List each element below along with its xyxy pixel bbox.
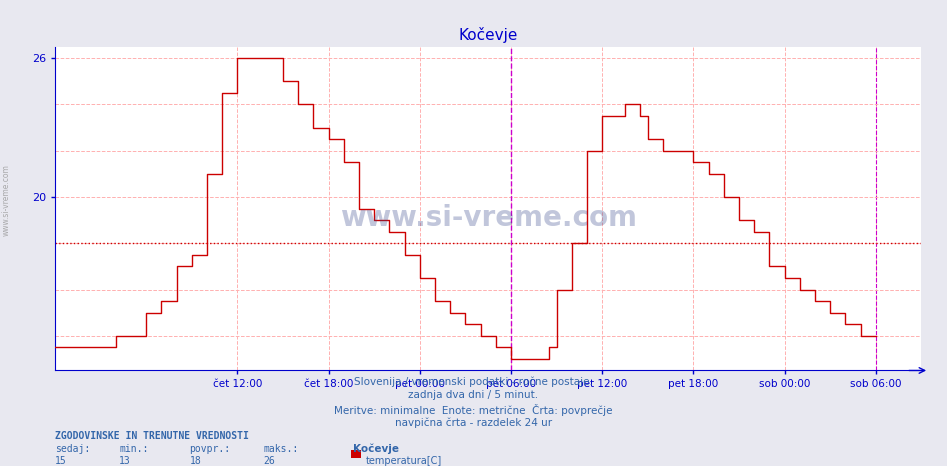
Text: www.si-vreme.com: www.si-vreme.com: [340, 204, 636, 232]
Text: ZGODOVINSKE IN TRENUTNE VREDNOSTI: ZGODOVINSKE IN TRENUTNE VREDNOSTI: [55, 431, 249, 441]
Text: 13: 13: [119, 456, 131, 466]
Text: navpična črta - razdelek 24 ur: navpična črta - razdelek 24 ur: [395, 417, 552, 428]
Text: Kočevje: Kočevje: [353, 444, 400, 454]
Text: 26: 26: [263, 456, 275, 466]
Text: zadnja dva dni / 5 minut.: zadnja dva dni / 5 minut.: [408, 390, 539, 400]
Text: sedaj:: sedaj:: [55, 444, 90, 453]
Text: povpr.:: povpr.:: [189, 444, 230, 453]
Text: 18: 18: [189, 456, 201, 466]
Text: maks.:: maks.:: [263, 444, 298, 453]
Text: temperatura[C]: temperatura[C]: [366, 456, 442, 466]
Text: www.si-vreme.com: www.si-vreme.com: [2, 164, 11, 236]
Text: min.:: min.:: [119, 444, 149, 453]
Text: 15: 15: [55, 456, 66, 466]
Text: Meritve: minimalne  Enote: metrične  Črta: povprečje: Meritve: minimalne Enote: metrične Črta:…: [334, 404, 613, 416]
Title: Kočevje: Kočevje: [458, 27, 518, 43]
Text: Slovenija / vremenski podatki - ročne postaje.: Slovenija / vremenski podatki - ročne po…: [354, 377, 593, 387]
